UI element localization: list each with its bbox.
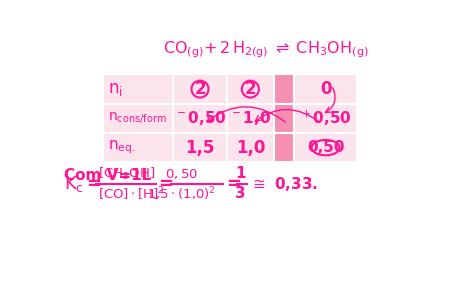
Text: Com V=1L: Com V=1L	[64, 168, 152, 183]
Text: $\mathrm{[CO]\cdot[H]^2}$: $\mathrm{[CO]\cdot[H]^2}$	[98, 185, 164, 203]
Text: $\mathrm{1{,}5\cdot(1{,}0)^2}$: $\mathrm{1{,}5\cdot(1{,}0)^2}$	[147, 185, 216, 203]
Bar	[173, 104, 227, 133]
Bar	[294, 75, 357, 104]
Text: =: =	[158, 175, 173, 193]
Text: $\mathrm{CO}_{(\mathrm{g})}$$+\,2\,\mathrm{H}_{2(\mathrm{g})}$$\;\rightleftharpo: $\mathrm{CO}_{(\mathrm{g})}$$+\,2\,\math…	[163, 40, 369, 61]
Bar	[173, 133, 227, 162]
Text: 2: 2	[245, 80, 256, 98]
Text: $\mathrm{0,50}$: $\mathrm{0,50}$	[165, 167, 198, 181]
Text: $\mathrm{K_c}$: $\mathrm{K_c}$	[64, 174, 85, 194]
Bar	[294, 133, 357, 162]
Bar	[274, 133, 294, 162]
Text: 0,50: 0,50	[307, 140, 344, 155]
Text: $^-$1,0: $^-$1,0	[229, 109, 271, 127]
Text: 1: 1	[235, 166, 246, 181]
Text: $\cong$ 0,33.: $\cong$ 0,33.	[250, 175, 318, 193]
Text: $^+$0,50: $^+$0,50	[299, 109, 352, 128]
Bar	[294, 104, 357, 133]
Text: 0: 0	[320, 80, 331, 98]
Text: 2: 2	[194, 80, 206, 98]
Text: =: =	[226, 175, 241, 193]
Text: $\mathrm{n_{cons/form}}$: $\mathrm{n_{cons/form}}$	[108, 111, 167, 126]
Bar	[103, 75, 173, 104]
Text: =: =	[86, 175, 101, 193]
Bar	[173, 75, 227, 104]
Bar	[103, 104, 173, 133]
Bar	[227, 104, 274, 133]
Bar	[227, 75, 274, 104]
Text: $\mathrm{[CH_3OH]}$: $\mathrm{[CH_3OH]}$	[98, 166, 155, 182]
Text: 3: 3	[235, 186, 246, 201]
Text: $^-$0,50: $^-$0,50	[173, 109, 226, 127]
Text: $\mathrm{n_i}$: $\mathrm{n_i}$	[108, 80, 123, 98]
Text: 1,0: 1,0	[236, 139, 265, 157]
Text: $\mathrm{n_{eq.}}$: $\mathrm{n_{eq.}}$	[108, 139, 135, 156]
Bar	[103, 133, 173, 162]
Text: 1,5: 1,5	[185, 139, 215, 157]
Bar	[227, 133, 274, 162]
Bar	[274, 75, 294, 104]
Bar	[274, 104, 294, 133]
